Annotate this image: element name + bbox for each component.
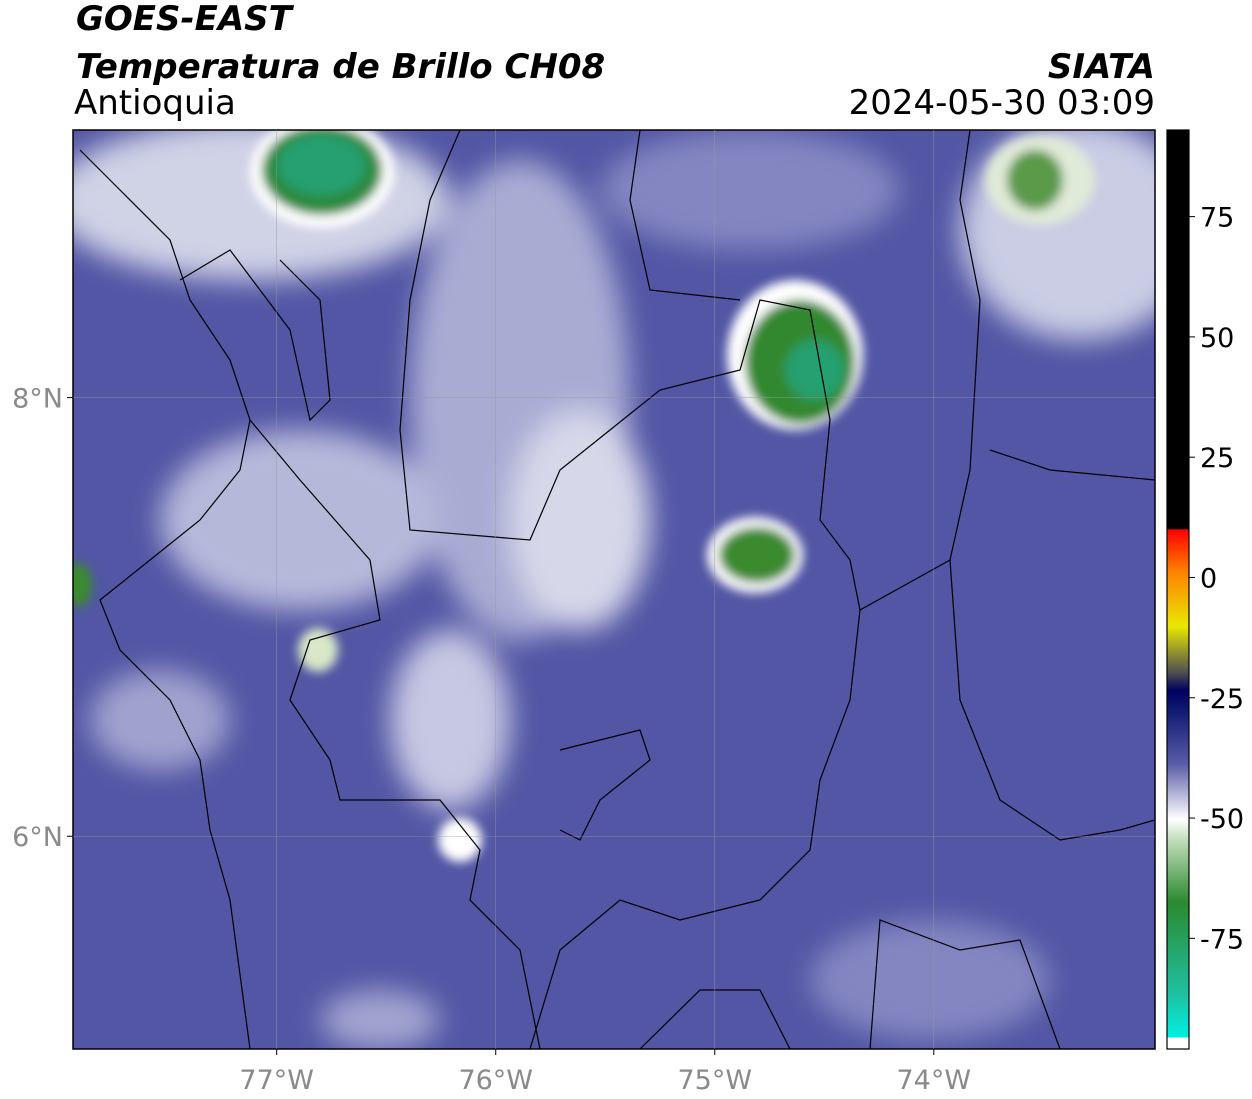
borders: [79, 130, 1155, 1049]
x-tick-label: 76°W: [458, 1065, 533, 1096]
colorbar-label: 75: [1200, 203, 1234, 234]
colorbar: [1166, 129, 1190, 1050]
y-tick-label: 8°N: [12, 384, 63, 415]
colorbar-label: -50: [1200, 804, 1244, 835]
x-tick-label: 77°W: [239, 1065, 314, 1096]
source: GOES-EAST: [76, 0, 295, 39]
colorbar-label: -25: [1200, 684, 1244, 715]
x-tick-label: 75°W: [677, 1065, 752, 1096]
region: Antioquia: [74, 83, 236, 123]
title: Temperatura de Brillo CH08: [76, 47, 605, 87]
datetime: 2024-05-30 03:09: [849, 83, 1155, 123]
colorbar-label: 0: [1200, 563, 1217, 594]
colorbar-label: 25: [1200, 443, 1234, 474]
map-image: [73, 130, 1155, 1049]
colorbar-label: 50: [1200, 323, 1234, 354]
x-tick-label: 74°W: [897, 1065, 972, 1096]
agency: SIATA: [1048, 47, 1155, 87]
y-tick-label: 6°N: [12, 822, 63, 853]
map-frame: [72, 129, 1156, 1050]
colorbar-label: -75: [1200, 924, 1244, 955]
